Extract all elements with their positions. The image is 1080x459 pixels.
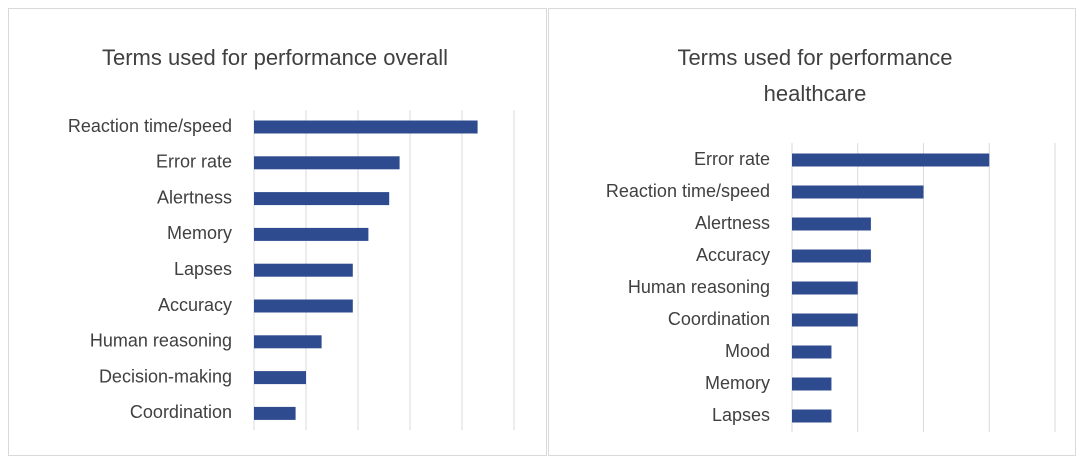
bar xyxy=(792,409,832,423)
bar xyxy=(254,120,478,134)
y-tick-label: Alertness xyxy=(695,213,770,233)
bar xyxy=(254,156,400,170)
y-tick-label: Memory xyxy=(705,373,770,393)
bar xyxy=(792,281,858,295)
y-tick-label: Coordination xyxy=(668,309,770,329)
bar xyxy=(254,299,353,313)
y-tick-label: Human reasoning xyxy=(628,277,770,297)
chart-title: Terms used for performance overall xyxy=(101,45,449,70)
y-tick-label: Lapses xyxy=(174,259,232,279)
y-tick-label: Mood xyxy=(725,341,770,361)
bar xyxy=(254,406,296,420)
y-tick-label: Coordination xyxy=(130,402,232,422)
y-tick-label: Lapses xyxy=(712,405,770,425)
y-tick-label: Accuracy xyxy=(158,295,232,315)
y-tick-label: Error rate xyxy=(156,152,232,172)
y-tick-label: Human reasoning xyxy=(90,331,232,351)
bar xyxy=(254,192,390,206)
bar xyxy=(254,371,306,385)
bar xyxy=(792,153,990,167)
chart-frame xyxy=(8,8,547,456)
y-tick-label: Memory xyxy=(167,223,232,243)
bar xyxy=(792,217,871,231)
bar xyxy=(254,263,353,277)
bar xyxy=(792,377,832,391)
y-tick-label: Error rate xyxy=(694,149,770,169)
bar xyxy=(792,185,924,199)
bar xyxy=(792,313,858,327)
bar xyxy=(254,227,369,241)
chart-title: Terms used for performance healthcare xyxy=(677,45,953,106)
y-tick-label: Reaction time/speed xyxy=(606,181,770,201)
bar xyxy=(792,249,871,263)
chart-frame xyxy=(548,8,1076,456)
bar xyxy=(254,335,322,349)
y-tick-label: Alertness xyxy=(157,187,232,207)
y-tick-label: Reaction time/speed xyxy=(68,116,232,136)
y-tick-label: Accuracy xyxy=(696,245,770,265)
y-tick-label: Decision-making xyxy=(99,366,232,386)
bar xyxy=(792,345,832,359)
